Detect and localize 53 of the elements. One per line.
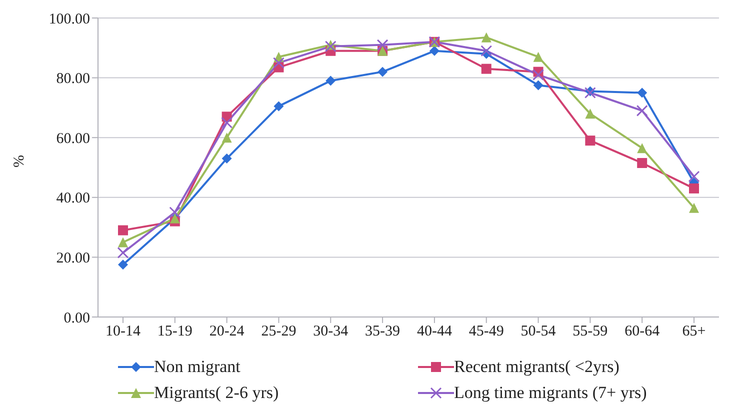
y-tick-label: 20.00 xyxy=(56,250,90,267)
x-tick-label: 10-14 xyxy=(106,324,141,340)
x-tick-label: 40-44 xyxy=(416,324,452,340)
point xyxy=(274,101,284,112)
point xyxy=(376,39,388,51)
point xyxy=(688,170,700,182)
point xyxy=(169,206,181,218)
point xyxy=(222,132,232,143)
point xyxy=(272,57,284,69)
point xyxy=(585,108,596,119)
point xyxy=(481,32,492,42)
point xyxy=(378,66,388,77)
point xyxy=(637,143,648,154)
x-tick-label: 65+ xyxy=(682,324,706,340)
x-tick-label: 35-39 xyxy=(365,324,400,340)
y-axis-title: % xyxy=(11,155,28,168)
point xyxy=(118,260,128,270)
point xyxy=(481,64,492,74)
point xyxy=(429,46,440,56)
x-tick-label: 45-49 xyxy=(468,324,504,340)
y-tick-label: 40.00 xyxy=(56,190,90,207)
legend-label: Recent migrants( <2yrs) xyxy=(454,357,620,377)
y-tick-label: 0.00 xyxy=(64,310,90,326)
y-tick-label: 100.00 xyxy=(48,11,90,28)
point xyxy=(533,80,544,90)
point xyxy=(532,69,544,81)
x-tick-label: 25-29 xyxy=(261,324,296,340)
point xyxy=(222,154,232,164)
point xyxy=(118,225,128,236)
x-tick-label: 20-24 xyxy=(209,324,245,340)
point xyxy=(585,136,596,146)
x-tick-label: 30-34 xyxy=(313,324,349,340)
point xyxy=(689,183,699,194)
legend-label: Long time migrants (7+ yrs) xyxy=(454,383,647,403)
legend-label: Migrants( 2-6 yrs) xyxy=(154,383,279,403)
point xyxy=(637,88,648,98)
point xyxy=(533,52,544,62)
point xyxy=(118,237,128,248)
x-tick-label: 50-54 xyxy=(520,324,556,340)
point xyxy=(117,246,129,258)
point xyxy=(637,158,648,168)
y-tick-label: 60.00 xyxy=(56,130,90,147)
point xyxy=(636,104,648,116)
x-tick-label: 15-19 xyxy=(157,324,192,340)
point xyxy=(326,76,336,86)
legend-label: Non migrant xyxy=(154,357,240,377)
point xyxy=(221,116,233,128)
point xyxy=(689,202,699,213)
x-tick-label: 55-59 xyxy=(572,324,608,340)
y-tick-label: 80.00 xyxy=(56,71,90,88)
x-tick-label: 60-64 xyxy=(624,324,660,340)
point xyxy=(324,40,336,52)
point xyxy=(480,45,492,57)
